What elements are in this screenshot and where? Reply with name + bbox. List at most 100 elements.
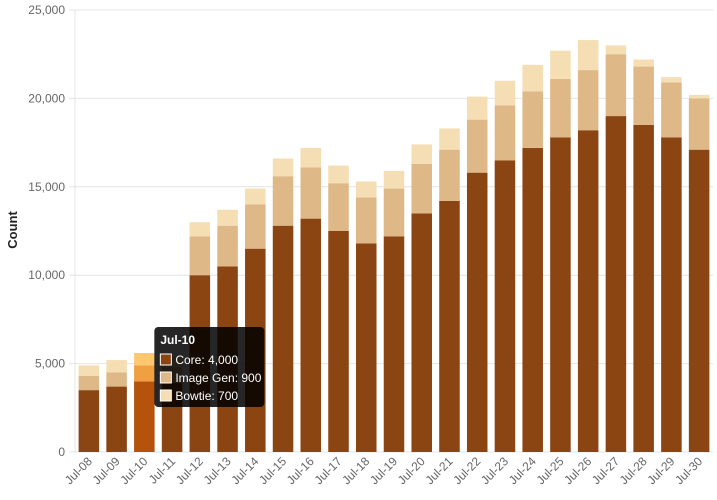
bar-bowtie[interactable] — [411, 144, 433, 164]
x-tick-label: Jul-13 — [201, 454, 234, 487]
bar-bowtie[interactable] — [383, 170, 405, 189]
bar-bowtie[interactable] — [355, 181, 377, 198]
bar-image-gen[interactable] — [439, 149, 460, 201]
y-tick-label: 20,000 — [28, 91, 65, 105]
bar-bowtie[interactable] — [134, 352, 155, 366]
bar-image-gen[interactable] — [661, 82, 682, 138]
bar-image-gen[interactable] — [411, 163, 433, 214]
bar-core[interactable] — [661, 137, 682, 452]
bar-image-gen[interactable] — [577, 70, 599, 131]
y-tick-label: 15,000 — [28, 180, 65, 194]
bar-image-gen[interactable] — [134, 365, 155, 382]
y-tick-label: 0 — [58, 445, 65, 459]
bar-bowtie[interactable] — [577, 40, 599, 71]
bar-bowtie[interactable] — [189, 222, 211, 237]
x-tick-label: Jul-20 — [395, 454, 428, 487]
tooltip-swatch — [159, 389, 172, 402]
x-tick-label: Jul-22 — [450, 454, 483, 487]
x-tick-label: Jul-30 — [672, 454, 705, 487]
bar-bowtie[interactable] — [466, 96, 488, 120]
bar-core[interactable] — [300, 218, 322, 452]
bar-image-gen[interactable] — [633, 66, 654, 125]
tooltip-swatch — [159, 371, 172, 384]
x-tick-label: Jul-14 — [228, 454, 261, 487]
tooltip-title: Jul-10 — [160, 333, 195, 347]
x-tick-label: Jul-10 — [117, 454, 150, 487]
bar-bowtie[interactable] — [633, 59, 654, 67]
bar-core[interactable] — [383, 236, 405, 452]
bar-image-gen[interactable] — [217, 225, 238, 267]
bar-core[interactable] — [355, 243, 377, 452]
tooltip: Jul-10 Core: 4,000 Image Gen: 900 Bowtie: 7… — [154, 327, 265, 407]
x-tick-label: Jul-15 — [256, 454, 289, 487]
y-tick-label: 5,000 — [35, 357, 65, 371]
bar-core[interactable] — [466, 172, 488, 452]
tooltip-box — [154, 327, 265, 407]
tooltip-swatch — [159, 353, 172, 366]
bar-core[interactable] — [439, 200, 460, 452]
tooltip-line: Image Gen: 900 — [175, 371, 261, 385]
bar-image-gen[interactable] — [189, 236, 211, 276]
x-tick-label: Jul-21 — [423, 454, 456, 487]
x-tick-label: Jul-29 — [644, 454, 677, 487]
bar-bowtie[interactable] — [78, 365, 100, 376]
bar-core[interactable] — [272, 225, 294, 452]
bar-bowtie[interactable] — [245, 188, 266, 205]
tooltip-line: Core: 4,000 — [175, 353, 238, 367]
bar-core[interactable] — [633, 124, 654, 453]
bar-image-gen[interactable] — [106, 372, 127, 387]
x-tick-label: Jul-19 — [367, 454, 400, 487]
bar-bowtie[interactable] — [688, 94, 710, 99]
bar-bowtie[interactable] — [217, 209, 238, 226]
x-tick-label: Jul-17 — [312, 454, 345, 487]
bar-bowtie[interactable] — [272, 158, 294, 177]
bar-bowtie[interactable] — [106, 360, 127, 373]
bar-bowtie[interactable] — [328, 165, 349, 184]
bar-image-gen[interactable] — [383, 188, 405, 237]
bar-core[interactable] — [411, 213, 433, 452]
bar-bowtie[interactable] — [605, 45, 627, 55]
bar-bowtie[interactable] — [550, 50, 571, 79]
x-tick-label: Jul-23 — [478, 454, 511, 487]
bar-image-gen[interactable] — [688, 98, 710, 150]
bar-core[interactable] — [134, 381, 155, 452]
bar-image-gen[interactable] — [494, 105, 516, 161]
bar-image-gen[interactable] — [355, 197, 377, 244]
x-tick-label: Jul-11 — [146, 454, 179, 487]
bar-core[interactable] — [522, 147, 543, 453]
bar-bowtie[interactable] — [661, 77, 682, 83]
bar-core[interactable] — [106, 386, 127, 452]
x-tick-label: Jul-25 — [534, 454, 567, 487]
y-axis-title: Count — [5, 211, 20, 249]
x-axis: Jul-08Jul-09Jul-10Jul-11Jul-12Jul-13Jul-… — [62, 454, 706, 487]
x-tick-label: Jul-08 — [62, 454, 95, 487]
x-tick-label: Jul-26 — [561, 454, 594, 487]
bar-bowtie[interactable] — [439, 128, 460, 150]
bar-image-gen[interactable] — [328, 183, 349, 231]
bar-image-gen[interactable] — [300, 167, 322, 219]
bar-core[interactable] — [78, 390, 100, 452]
bar-image-gen[interactable] — [78, 375, 100, 391]
bar-image-gen[interactable] — [605, 54, 627, 117]
x-tick-label: Jul-09 — [90, 454, 123, 487]
bar-core[interactable] — [550, 137, 571, 452]
y-axis: 0 5,000 10,000 15,000 20,000 25,000 — [28, 3, 65, 459]
bar-image-gen[interactable] — [272, 176, 294, 226]
bar-core[interactable] — [688, 149, 710, 452]
x-tick-label: Jul-28 — [617, 454, 650, 487]
bar-bowtie[interactable] — [494, 80, 516, 106]
x-tick-label: Jul-27 — [589, 454, 622, 487]
bar-bowtie[interactable] — [522, 64, 543, 92]
bar-image-gen[interactable] — [550, 78, 571, 138]
bar-image-gen[interactable] — [466, 119, 488, 173]
x-tick-label: Jul-16 — [284, 454, 317, 487]
bar-bowtie[interactable] — [300, 147, 322, 168]
bar-core[interactable] — [494, 160, 516, 452]
bar-core[interactable] — [577, 130, 599, 452]
bars — [78, 40, 710, 453]
bar-image-gen[interactable] — [522, 91, 543, 148]
bar-core[interactable] — [328, 231, 349, 452]
bar-image-gen[interactable] — [245, 204, 266, 249]
bar-core[interactable] — [605, 116, 627, 452]
